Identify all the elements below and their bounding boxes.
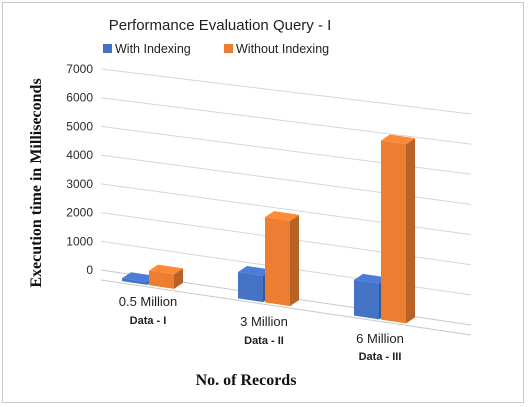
- legend: With Indexing Without Indexing: [103, 42, 329, 56]
- legend-label-without-indexing: Without Indexing: [236, 42, 329, 56]
- bar-front: [122, 278, 147, 285]
- category-2-label: 6 Million Data - III: [356, 331, 404, 363]
- gridline-7000: [100, 68, 472, 115]
- gridline-4000: [100, 154, 472, 205]
- bar-front: [238, 272, 263, 303]
- legend-label-with-indexing: With Indexing: [115, 42, 191, 56]
- x-tick-label-0: 0.5 Million: [119, 294, 178, 309]
- y-axis-ticks: 0 1000 2000 3000 4000 5000 6000 7000: [66, 62, 93, 277]
- bar-without-indexing-0: [149, 264, 183, 289]
- chart-frame: Performance Evaluation Query - I With In…: [2, 2, 524, 403]
- x-tick-sublabel-2: Data - III: [359, 351, 402, 363]
- gridline-5000: [100, 125, 472, 175]
- bars: [122, 134, 415, 324]
- y-tick-label-6000: 6000: [66, 91, 93, 105]
- bar-top: [122, 272, 156, 282]
- bar-without-indexing-2: [381, 134, 415, 324]
- bar-side: [406, 138, 415, 324]
- bar-front: [265, 217, 290, 307]
- bar-side: [290, 214, 299, 307]
- x-tick-sublabel-0: Data - I: [130, 315, 167, 327]
- gridline-6000: [100, 97, 472, 145]
- gridlines: [100, 68, 472, 336]
- bar-top: [149, 264, 183, 275]
- bar-without-indexing-1: [265, 211, 299, 307]
- y-tick-label-1000: 1000: [66, 234, 93, 248]
- y-tick-label-7000: 7000: [66, 62, 93, 76]
- y-tick-label-4000: 4000: [66, 148, 93, 162]
- chart-canvas: Performance Evaluation Query - I With In…: [28, 17, 472, 389]
- bar-top: [238, 266, 272, 276]
- bar-top: [265, 211, 299, 221]
- chart-title: Performance Evaluation Query - I: [109, 17, 332, 34]
- legend-swatch-without-indexing: [224, 44, 233, 53]
- bar-front: [381, 140, 406, 324]
- x-axis-title: No. of Records: [196, 372, 297, 389]
- y-tick-label-2000: 2000: [66, 206, 93, 220]
- bar-side: [174, 268, 183, 289]
- category-0-label: 0.5 Million Data - I: [119, 294, 178, 327]
- y-tick-label-5000: 5000: [66, 119, 93, 133]
- category-1-label: 3 Million Data - II: [240, 314, 288, 347]
- bar-top: [381, 134, 415, 145]
- bar-top: [354, 273, 388, 284]
- floor-front-edge: [100, 279, 472, 336]
- y-tick-label-0: 0: [86, 263, 93, 277]
- x-tick-label-2: 6 Million: [356, 331, 404, 346]
- y-tick-label-3000: 3000: [66, 177, 93, 191]
- x-tick-label-1: 3 Million: [240, 314, 288, 329]
- bar-front: [149, 270, 174, 289]
- x-tick-sublabel-1: Data - II: [244, 335, 284, 347]
- legend-swatch-with-indexing: [103, 44, 112, 53]
- bar-front: [354, 279, 379, 320]
- y-axis-title: Execution time in Milliseconds: [28, 78, 45, 287]
